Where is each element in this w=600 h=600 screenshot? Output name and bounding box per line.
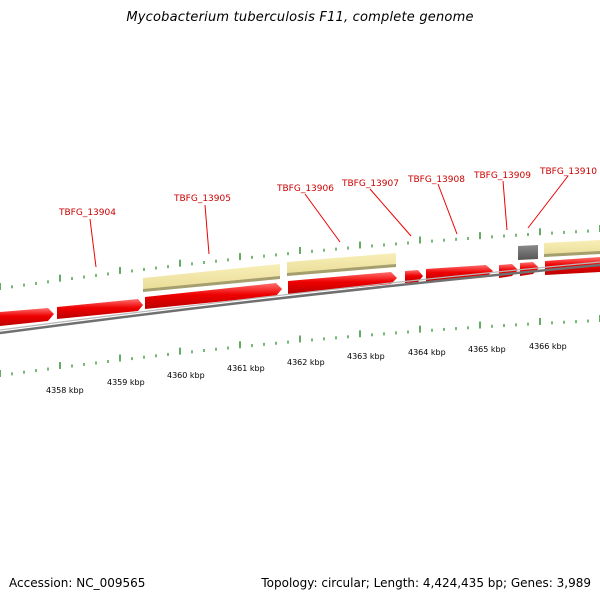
- genome-backbone: [0, 261, 600, 335]
- leader-line-13905: [204, 204, 210, 255]
- accession-text: Accession: NC_009565: [9, 576, 146, 590]
- kbp-labels: 4358 kbp 4359 kbp 4360 kbp 4361 kbp 4362…: [46, 342, 567, 395]
- leader-line-13906: [304, 193, 341, 243]
- leader-line-13907: [369, 188, 412, 237]
- leader-line-13910: [527, 175, 569, 229]
- gene-label-13904: TBFG_13904: [58, 208, 116, 218]
- kbp-label-4361: 4361 kbp: [227, 364, 265, 373]
- gene-label-13905: TBFG_13905: [173, 194, 231, 204]
- reverse-cds-13905-shadow: [143, 276, 280, 292]
- gene-label-13908: TBFG_13908: [407, 175, 465, 185]
- gene-label-13909: TBFG_13909: [473, 171, 531, 181]
- kbp-label-4359: 4359 kbp: [107, 378, 145, 387]
- reverse-strand-track: [143, 240, 600, 292]
- gene-label-13907: TBFG_13907: [341, 179, 399, 189]
- kbp-label-4365: 4365 kbp: [468, 345, 506, 354]
- forward-cds-a: [0, 308, 54, 326]
- label-leader-lines: [89, 175, 569, 268]
- gene-labels: TBFG_13904 TBFG_13905 TBFG_13906 TBFG_13…: [58, 167, 597, 218]
- kbp-label-4362: 4362 kbp: [287, 358, 325, 367]
- forward-cds-13905: [145, 283, 282, 309]
- reverse-cds-13910-shadow: [544, 251, 600, 257]
- leader-line-13904: [89, 218, 97, 268]
- forward-cds-13910: [545, 257, 600, 275]
- other-feature-grey: [518, 245, 538, 260]
- backbone-upper: [0, 261, 600, 331]
- leader-line-13909: [502, 180, 508, 231]
- forward-cds-13906: [288, 272, 397, 294]
- inner-tick-ring: [0, 315, 600, 377]
- kbp-label-4358: 4358 kbp: [46, 386, 84, 395]
- reverse-cds-13906: [287, 253, 396, 276]
- backbone-lower: [0, 263, 600, 335]
- kbp-label-4363: 4363 kbp: [347, 352, 385, 361]
- outer-tick-ring: [0, 225, 600, 290]
- forward-cds-13904: [57, 299, 143, 319]
- gene-label-13906: TBFG_13906: [276, 184, 334, 194]
- genome-title: Mycobacterium tuberculosis F11, complete…: [126, 10, 474, 25]
- gene-label-13910: TBFG_13910: [539, 167, 597, 177]
- reverse-cds-13906-shadow: [287, 264, 396, 276]
- kbp-label-4366: 4366 kbp: [529, 342, 567, 351]
- leader-line-13908: [437, 183, 458, 235]
- genome-summary-text: Topology: circular; Length: 4,424,435 bp…: [261, 576, 591, 590]
- kbp-label-4364: 4364 kbp: [408, 348, 446, 357]
- kbp-label-4360: 4360 kbp: [167, 371, 205, 380]
- reverse-cds-13905: [143, 264, 280, 291]
